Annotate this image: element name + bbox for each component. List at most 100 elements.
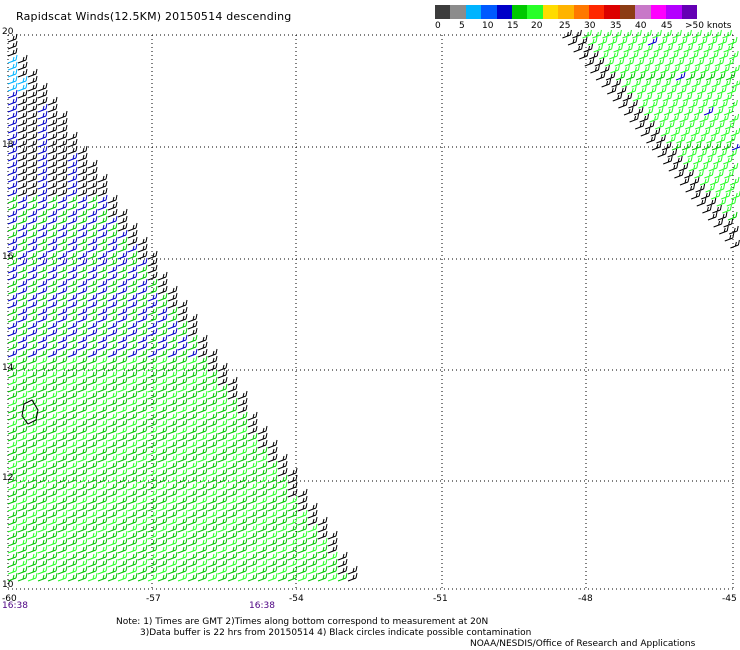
wind-barb — [87, 460, 98, 470]
wind-barb — [237, 544, 248, 554]
wind-barb — [577, 36, 588, 46]
wind-barb — [27, 474, 38, 484]
wind-barb — [257, 523, 268, 533]
wind-barb — [97, 313, 108, 323]
wind-barb — [67, 432, 78, 442]
wind-barb — [277, 537, 288, 547]
wind-barb — [137, 243, 148, 253]
wind-barb — [702, 204, 712, 214]
wind-barb — [77, 390, 88, 400]
wind-barb — [277, 558, 288, 568]
wind-barb — [187, 355, 198, 365]
wind-barb — [167, 572, 178, 582]
wind-barb — [137, 404, 148, 414]
wind-barb — [7, 481, 18, 491]
wind-barb — [661, 78, 672, 88]
wind-barb — [107, 481, 118, 491]
wind-barb — [137, 376, 148, 386]
wind-barb — [107, 404, 118, 414]
wind-barb — [267, 467, 278, 477]
wind-barb — [247, 411, 258, 421]
wind-barb — [17, 180, 28, 190]
wind-barb — [87, 278, 98, 288]
wind-barb — [619, 50, 629, 60]
wind-barb — [127, 432, 138, 442]
wind-barb — [77, 173, 88, 183]
wind-barb — [247, 432, 258, 442]
lon-label: -45 — [722, 594, 737, 604]
wind-barb — [87, 173, 98, 183]
wind-barb — [77, 187, 88, 197]
wind-barb — [713, 155, 723, 165]
wind-barb — [637, 36, 648, 46]
wind-barb — [97, 502, 108, 512]
wind-barb — [117, 509, 128, 519]
wind-barb — [107, 418, 118, 428]
wind-barb — [277, 488, 288, 498]
wind-barb — [17, 516, 28, 526]
wind-barb — [117, 404, 128, 414]
wind-barb — [27, 418, 38, 428]
wind-barb — [227, 502, 238, 512]
wind-barb — [634, 57, 645, 67]
wind-barb — [137, 446, 148, 456]
wind-barb — [17, 509, 28, 519]
wind-barb — [684, 169, 694, 179]
wind-barb — [327, 572, 338, 582]
wind-barb — [307, 537, 318, 547]
wind-barb — [67, 250, 78, 260]
wind-barb — [684, 57, 695, 67]
wind-barb — [107, 432, 118, 442]
wind-barb — [197, 446, 208, 456]
wind-barb — [87, 397, 98, 407]
wind-barb — [7, 327, 18, 337]
wind-barb — [709, 50, 719, 60]
wind-barb — [645, 120, 655, 130]
wind-barb — [97, 383, 108, 393]
wind-barb — [347, 572, 358, 582]
wind-barb — [87, 243, 98, 253]
wind-barb — [654, 57, 665, 67]
wind-barb — [716, 197, 727, 207]
wind-barb — [227, 425, 238, 435]
wind-barb — [147, 446, 158, 456]
wind-barb — [177, 453, 188, 463]
wind-barb — [657, 85, 667, 95]
wind-barb — [177, 516, 188, 526]
wind-barb — [97, 173, 108, 183]
land-outline — [21, 399, 39, 425]
wind-barb — [107, 439, 118, 449]
wind-barb — [77, 404, 88, 414]
wind-barb — [187, 572, 198, 582]
wind-barb — [207, 411, 218, 421]
wind-barb — [692, 92, 703, 102]
wind-barb — [327, 544, 338, 554]
wind-barb — [237, 516, 248, 526]
wind-barb — [107, 208, 118, 218]
wind-barb — [177, 348, 188, 358]
wind-barb — [47, 250, 58, 260]
wind-barb — [67, 467, 78, 477]
wind-barb — [217, 467, 228, 477]
wind-barb — [57, 159, 68, 169]
wind-barb — [157, 537, 168, 547]
wind-barb — [97, 341, 108, 351]
wind-barb — [217, 460, 228, 470]
wind-barb — [147, 292, 158, 302]
wind-barb — [247, 537, 258, 547]
wind-barb — [127, 537, 138, 547]
wind-barb — [277, 516, 288, 526]
wind-barb — [117, 523, 128, 533]
wind-barb — [227, 460, 238, 470]
wind-barb — [724, 57, 735, 67]
wind-barb — [97, 285, 108, 295]
wind-barb — [77, 425, 88, 435]
wind-barb — [107, 327, 118, 337]
wind-barb — [17, 348, 28, 358]
wind-barb — [704, 169, 714, 179]
wind-barb — [37, 383, 48, 393]
wind-barb — [27, 565, 38, 575]
wind-barb — [37, 334, 48, 344]
wind-barb — [127, 474, 138, 484]
wind-barb — [257, 481, 268, 491]
